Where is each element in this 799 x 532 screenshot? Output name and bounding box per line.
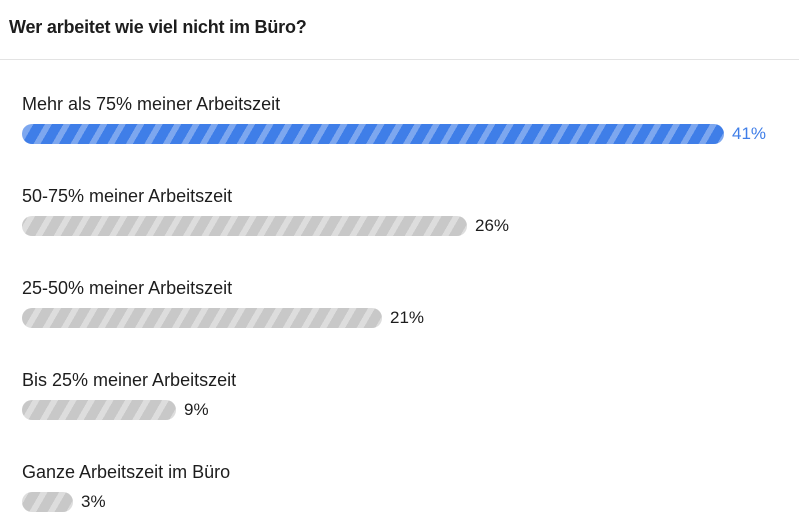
poll-percentage: 41% [732, 124, 767, 143]
poll-option: Bis 25% meiner Arbeitszeit 9% [22, 370, 782, 430]
poll-bar [22, 216, 467, 236]
poll-option: 50-75% meiner Arbeitszeit 26% [22, 186, 782, 246]
poll-percentage: 21% [390, 308, 425, 327]
poll-option: 25-50% meiner Arbeitszeit 21% [22, 278, 782, 338]
poll-results: Mehr als 75% meiner Arbeitszeit 41% 50-75%… [0, 60, 799, 532]
poll-option: Mehr als 75% meiner Arbeitszeit 41% [22, 94, 782, 154]
poll-bar-track [22, 308, 724, 328]
poll-header: Wer arbeitet wie viel nicht im Büro? [0, 0, 799, 60]
poll-bar-track [22, 124, 724, 144]
poll-bar [22, 492, 73, 512]
poll-bar-track [22, 492, 724, 512]
poll-percentage: 3% [81, 492, 106, 511]
poll-bar-track [22, 216, 724, 236]
poll-option: Ganze Arbeitszeit im Büro 3% [22, 462, 782, 522]
poll-option-label: 25-50% meiner Arbeitszeit [22, 278, 233, 298]
poll-bar [22, 308, 382, 328]
poll-option-label: Bis 25% meiner Arbeitszeit [22, 370, 237, 390]
poll-percentage: 26% [475, 216, 510, 235]
poll-percentage: 9% [184, 400, 209, 419]
poll-bar-track [22, 400, 724, 420]
poll-option-label: Ganze Arbeitszeit im Büro [22, 462, 231, 482]
poll-bar [22, 400, 176, 420]
poll-option-label: Mehr als 75% meiner Arbeitszeit [22, 94, 281, 114]
poll-option-label: 50-75% meiner Arbeitszeit [22, 186, 233, 206]
poll-bar [22, 124, 724, 144]
poll-title: Wer arbeitet wie viel nicht im Büro? [9, 17, 307, 37]
